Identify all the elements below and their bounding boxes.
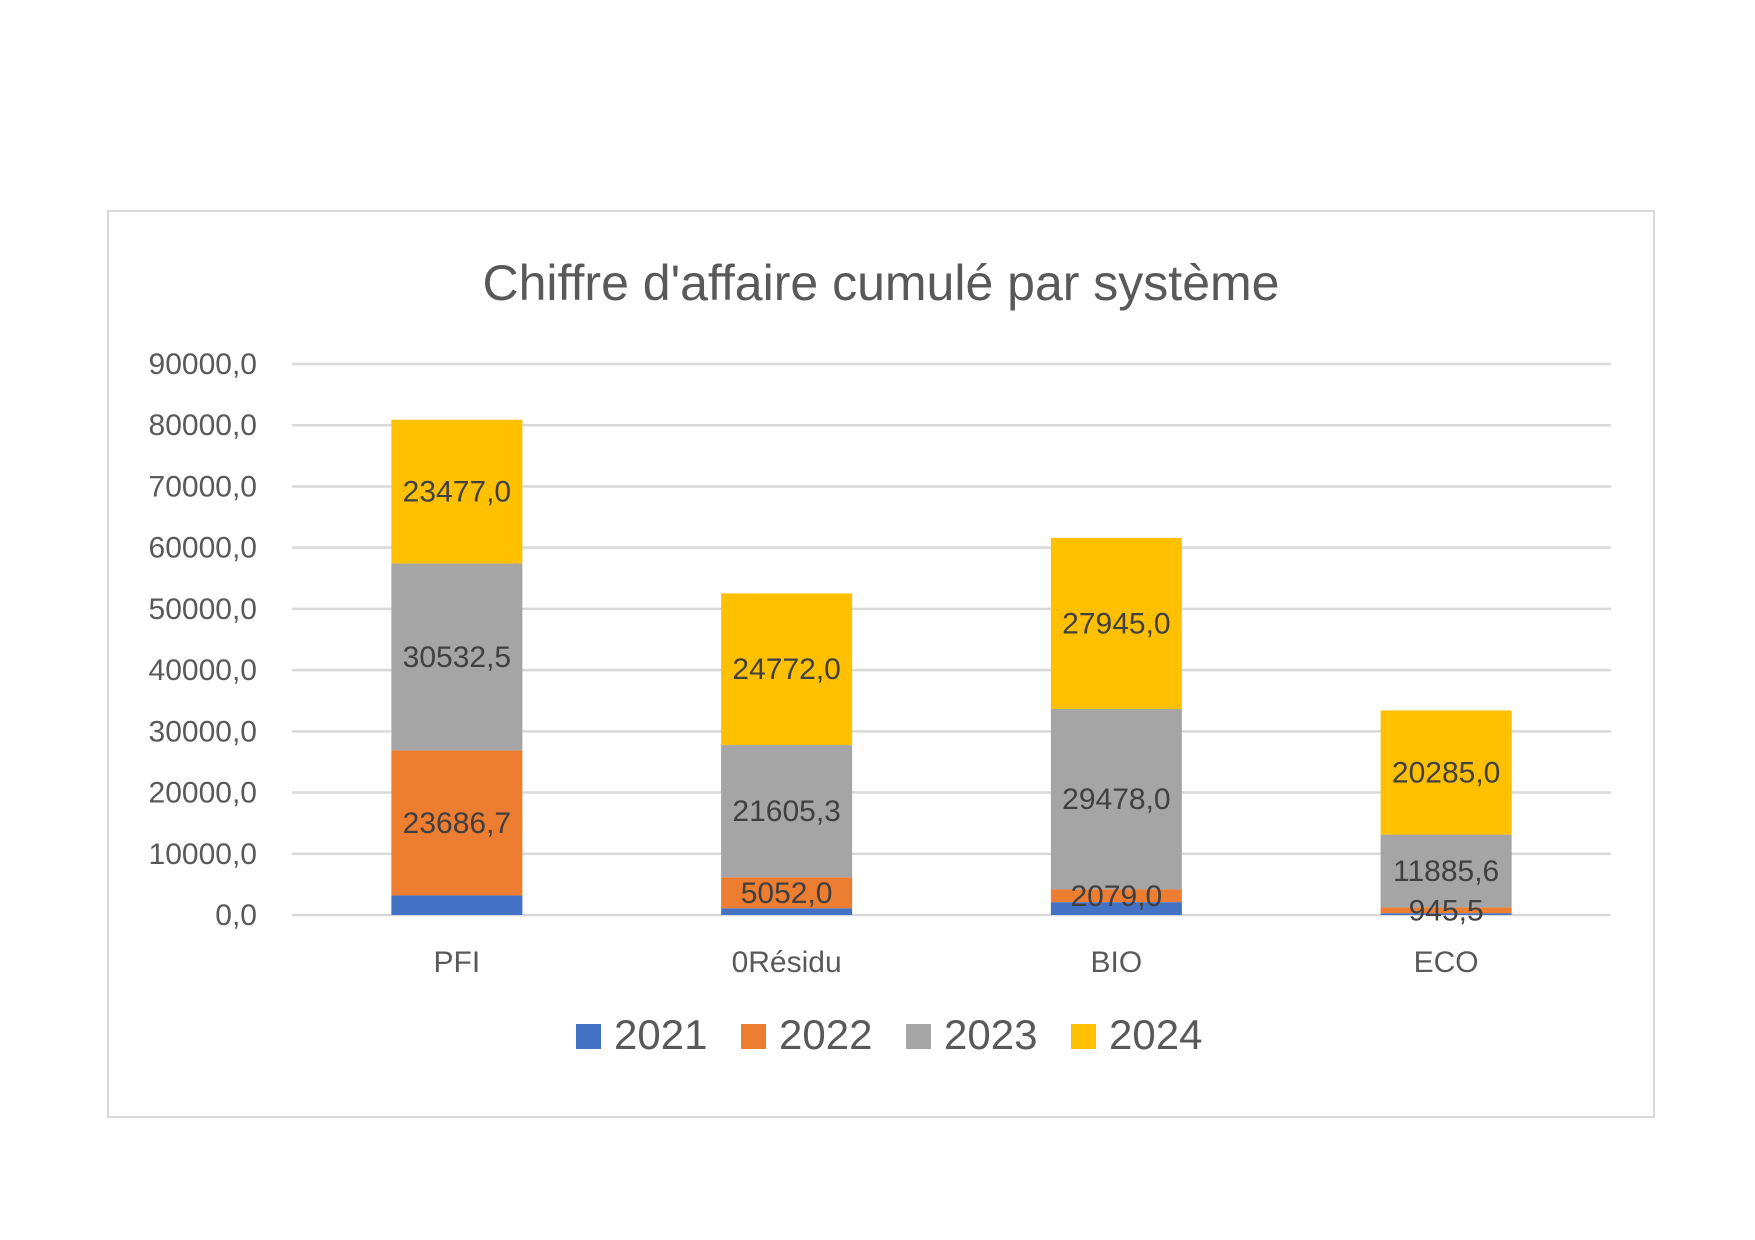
legend-swatch-2024 (1071, 1024, 1096, 1049)
bar-BIO-2024 (1050, 537, 1182, 709)
bar-BIO-2023 (1050, 708, 1182, 890)
y-tick-label-3: 30000,0 (149, 715, 257, 748)
legend-label-2021: 2021 (614, 1011, 707, 1058)
y-tick-label-1: 10000,0 (149, 838, 257, 871)
x-tick-label-3: ECO (1414, 946, 1479, 979)
chart-area: Chiffre d'affaire cumulé par système 0,0… (107, 210, 1655, 1118)
y-tick-label-6: 60000,0 (149, 532, 257, 565)
data-label-BIO-2023: 29478,0 (1062, 783, 1170, 816)
chart-canvas: Chiffre d'affaire cumulé par système 0,0… (149, 255, 1611, 1058)
data-labels: 23686,7 30532,5 23477,0 5052,0 21605,3 24772,… (403, 476, 1501, 928)
y-tick-label-8: 80000,0 (149, 409, 257, 442)
y-tick-label-5: 50000,0 (149, 593, 257, 626)
x-tick-label-2: BIO (1091, 946, 1143, 979)
legend-label-2023: 2023 (944, 1011, 1037, 1058)
bar-BIO-2021 (1050, 902, 1182, 915)
legend-label-2024: 2024 (1109, 1011, 1202, 1058)
legend-swatch-2022 (741, 1024, 766, 1049)
data-label-PFI-2023: 30532,5 (403, 641, 511, 674)
legend-swatch-2023 (906, 1024, 931, 1049)
bar-0Résidu-2022 (721, 877, 853, 909)
legend: 2021 2022 2023 2024 (576, 1011, 1202, 1058)
data-label-BIO-2022: 2079,0 (1070, 880, 1162, 913)
legend-label-2022: 2022 (779, 1011, 872, 1058)
data-label-ECO-2023: 11885,6 (1393, 855, 1499, 888)
bar-0Résidu-2021 (721, 908, 853, 915)
bar-PFI-2021 (391, 895, 523, 915)
data-label-PFI-2024: 23477,0 (403, 476, 511, 509)
data-label-0Résidu-2024: 24772,0 (732, 653, 840, 686)
data-label-0Résidu-2022: 5052,0 (741, 877, 833, 910)
bar-ECO-2023 (1380, 834, 1512, 908)
data-label-BIO-2024: 27945,0 (1062, 607, 1170, 640)
y-tick-label-7: 70000,0 (149, 470, 257, 503)
y-tick-label-4: 40000,0 (149, 654, 257, 687)
y-tick-label-2: 20000,0 (149, 777, 257, 810)
data-label-ECO-2022: 945,5 (1409, 894, 1484, 927)
bar-ECO-2024 (1380, 710, 1512, 835)
bar-PFI-2022 (391, 750, 523, 896)
bar-ECO-2021 (1380, 913, 1512, 915)
x-tick-label-1: 0Résidu (732, 946, 842, 979)
bars (391, 419, 1512, 915)
bar-0Résidu-2024 (721, 593, 853, 746)
data-label-0Résidu-2023: 21605,3 (732, 795, 840, 828)
bar-PFI-2024 (391, 419, 523, 564)
data-label-PFI-2022: 23686,7 (403, 807, 511, 840)
bar-0Résidu-2023 (721, 745, 853, 878)
y-tick-label-0: 0,0 (215, 899, 257, 932)
y-axis-ticks: 0,0 10000,0 20000,0 30000,0 40000,0 50000,0 60… (149, 348, 257, 932)
chart-title: Chiffre d'affaire cumulé par système (483, 255, 1280, 311)
x-axis-categories: PFI 0Résidu BIO ECO (434, 946, 1479, 979)
data-label-ECO-2024: 20285,0 (1392, 757, 1500, 790)
bar-ECO-2022 (1380, 907, 1512, 914)
legend-swatch-2021 (576, 1024, 601, 1049)
y-tick-label-9: 90000,0 (149, 348, 257, 381)
bar-PFI-2023 (391, 563, 523, 751)
bar-BIO-2022 (1050, 889, 1182, 903)
x-tick-label-0: PFI (434, 946, 481, 979)
